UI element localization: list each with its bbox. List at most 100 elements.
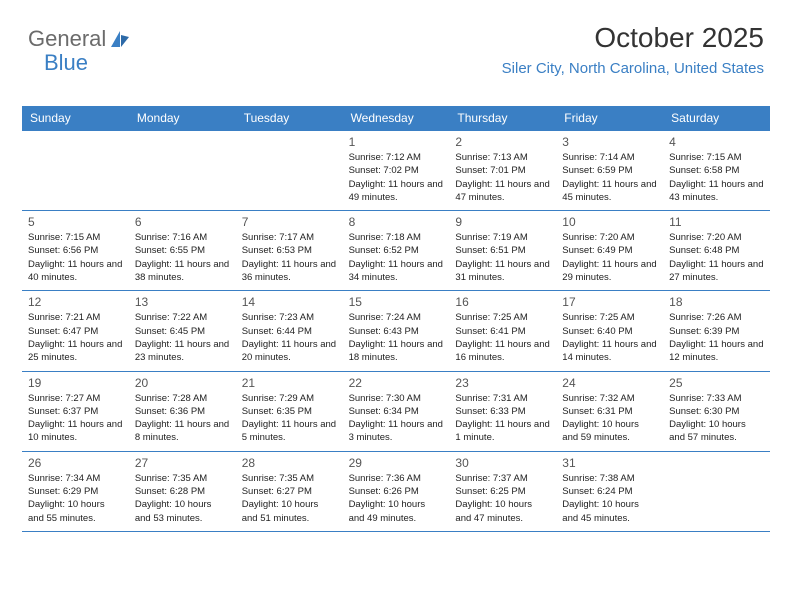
sunrise-text: Sunrise: 7:15 AM [669, 151, 764, 164]
day-info: Sunrise: 7:22 AMSunset: 6:45 PMDaylight:… [135, 311, 230, 364]
sunrise-text: Sunrise: 7:34 AM [28, 472, 123, 485]
sunrise-text: Sunrise: 7:18 AM [349, 231, 444, 244]
daylight-text: Daylight: 11 hours and 38 minutes. [135, 258, 230, 285]
sunrise-text: Sunrise: 7:37 AM [455, 472, 550, 485]
daylight-text: Daylight: 11 hours and 23 minutes. [135, 338, 230, 365]
day-header: Saturday [663, 106, 770, 131]
day-number: 29 [349, 456, 444, 470]
day-number: 28 [242, 456, 337, 470]
day-info: Sunrise: 7:37 AMSunset: 6:25 PMDaylight:… [455, 472, 550, 525]
day-info: Sunrise: 7:12 AMSunset: 7:02 PMDaylight:… [349, 151, 444, 204]
sunset-text: Sunset: 6:59 PM [562, 164, 657, 177]
day-cell: 31Sunrise: 7:38 AMSunset: 6:24 PMDayligh… [556, 452, 663, 531]
sunrise-text: Sunrise: 7:24 AM [349, 311, 444, 324]
day-number: 18 [669, 295, 764, 309]
sunset-text: Sunset: 6:58 PM [669, 164, 764, 177]
daylight-text: Daylight: 11 hours and 34 minutes. [349, 258, 444, 285]
day-cell: 29 Sunrise: 7:36 AMSunset: 6:26 PMDayligh… [343, 452, 450, 531]
sunrise-text: Sunrise: 7:20 AM [669, 231, 764, 244]
sunset-text: Sunset: 6:48 PM [669, 244, 764, 257]
sunrise-text: Sunrise: 7:23 AM [242, 311, 337, 324]
day-number: 17 [562, 295, 657, 309]
sunrise-text: Sunrise: 7:32 AM [562, 392, 657, 405]
sunset-text: Sunset: 7:02 PM [349, 164, 444, 177]
day-number: 20 [135, 376, 230, 390]
day-header: Wednesday [343, 106, 450, 131]
day-number: 3 [562, 135, 657, 149]
sunset-text: Sunset: 6:35 PM [242, 405, 337, 418]
day-cell: 24Sunrise: 7:32 AMSunset: 6:31 PMDayligh… [556, 372, 663, 451]
day-info: Sunrise: 7:19 AMSunset: 6:51 PMDaylight:… [455, 231, 550, 284]
day-info: Sunrise: 7:36 AMSunset: 6:26 PMDaylight:… [349, 472, 444, 525]
daylight-text: Daylight: 11 hours and 3 minutes. [349, 418, 444, 445]
sunrise-text: Sunrise: 7:31 AM [455, 392, 550, 405]
day-info: Sunrise: 7:15 AMSunset: 6:58 PMDaylight:… [669, 151, 764, 204]
sunset-text: Sunset: 6:27 PM [242, 485, 337, 498]
day-cell: 23Sunrise: 7:31 AMSunset: 6:33 PMDayligh… [449, 372, 556, 451]
sunset-text: Sunset: 6:37 PM [28, 405, 123, 418]
daylight-text: Daylight: 11 hours and 43 minutes. [669, 178, 764, 205]
daylight-text: Daylight: 11 hours and 31 minutes. [455, 258, 550, 285]
day-header: Thursday [449, 106, 556, 131]
sunset-text: Sunset: 6:51 PM [455, 244, 550, 257]
daylight-text: Daylight: 11 hours and 14 minutes. [562, 338, 657, 365]
day-number: 25 [669, 376, 764, 390]
sunrise-text: Sunrise: 7:38 AM [562, 472, 657, 485]
daylight-text: Daylight: 10 hours and 45 minutes. [562, 498, 657, 525]
day-header: Tuesday [236, 106, 343, 131]
day-number: 8 [349, 215, 444, 229]
daylight-text: Daylight: 11 hours and 10 minutes. [28, 418, 123, 445]
sunrise-text: Sunrise: 7:20 AM [562, 231, 657, 244]
day-cell: 20 Sunrise: 7:28 AMSunset: 6:36 PMDayligh… [129, 372, 236, 451]
sunrise-text: Sunrise: 7:15 AM [28, 231, 123, 244]
day-number: 4 [669, 135, 764, 149]
sunrise-text: Sunrise: 7:13 AM [455, 151, 550, 164]
sunset-text: Sunset: 6:49 PM [562, 244, 657, 257]
daylight-text: Daylight: 10 hours and 53 minutes. [135, 498, 230, 525]
sunset-text: Sunset: 6:29 PM [28, 485, 123, 498]
daylight-text: Daylight: 11 hours and 45 minutes. [562, 178, 657, 205]
sunrise-text: Sunrise: 7:25 AM [455, 311, 550, 324]
day-info: Sunrise: 7:33 AMSunset: 6:30 PMDaylight:… [669, 392, 764, 445]
daylight-text: Daylight: 11 hours and 29 minutes. [562, 258, 657, 285]
day-info: Sunrise: 7:30 AMSunset: 6:34 PMDaylight:… [349, 392, 444, 445]
day-number: 27 [135, 456, 230, 470]
day-info: Sunrise: 7:16 AMSunset: 6:55 PMDaylight:… [135, 231, 230, 284]
day-cell: 5Sunrise: 7:15 AMSunset: 6:56 PMDaylight… [22, 211, 129, 290]
weeks-container: 1Sunrise: 7:12 AMSunset: 7:02 PMDaylight… [22, 131, 770, 532]
sunrise-text: Sunrise: 7:22 AM [135, 311, 230, 324]
sunset-text: Sunset: 6:40 PM [562, 325, 657, 338]
sunrise-text: Sunrise: 7:17 AM [242, 231, 337, 244]
daylight-text: Daylight: 11 hours and 20 minutes. [242, 338, 337, 365]
daylight-text: Daylight: 11 hours and 27 minutes. [669, 258, 764, 285]
day-cell: 28Sunrise: 7:35 AMSunset: 6:27 PMDayligh… [236, 452, 343, 531]
sunset-text: Sunset: 6:36 PM [135, 405, 230, 418]
daylight-text: Daylight: 10 hours and 57 minutes. [669, 418, 764, 445]
sunset-text: Sunset: 6:53 PM [242, 244, 337, 257]
day-cell: 1Sunrise: 7:12 AMSunset: 7:02 PMDaylight… [343, 131, 450, 210]
day-info: Sunrise: 7:28 AMSunset: 6:36 PMDaylight:… [135, 392, 230, 445]
sunset-text: Sunset: 6:43 PM [349, 325, 444, 338]
sunrise-text: Sunrise: 7:27 AM [28, 392, 123, 405]
day-number: 7 [242, 215, 337, 229]
sunset-text: Sunset: 6:56 PM [28, 244, 123, 257]
sunset-text: Sunset: 6:47 PM [28, 325, 123, 338]
day-cell: 6 Sunrise: 7:16 AMSunset: 6:55 PMDaylight… [129, 211, 236, 290]
sunrise-text: Sunrise: 7:28 AM [135, 392, 230, 405]
day-info: Sunrise: 7:34 AMSunset: 6:29 PMDaylight:… [28, 472, 123, 525]
location-subtitle: Siler City, North Carolina, United State… [502, 60, 764, 77]
day-number: 15 [349, 295, 444, 309]
calendar: Sunday Monday Tuesday Wednesday Thursday… [22, 106, 770, 532]
day-number: 6 [135, 215, 230, 229]
sunrise-text: Sunrise: 7:12 AM [349, 151, 444, 164]
day-number: 23 [455, 376, 550, 390]
sunrise-text: Sunrise: 7:21 AM [28, 311, 123, 324]
day-info: Sunrise: 7:32 AMSunset: 6:31 PMDaylight:… [562, 392, 657, 445]
day-cell [663, 452, 770, 531]
day-number: 22 [349, 376, 444, 390]
day-info: Sunrise: 7:15 AMSunset: 6:56 PMDaylight:… [28, 231, 123, 284]
week-row: 19Sunrise: 7:27 AMSunset: 6:37 PMDayligh… [22, 372, 770, 452]
week-row: 26Sunrise: 7:34 AMSunset: 6:29 PMDayligh… [22, 452, 770, 532]
day-number: 12 [28, 295, 123, 309]
day-number: 11 [669, 215, 764, 229]
